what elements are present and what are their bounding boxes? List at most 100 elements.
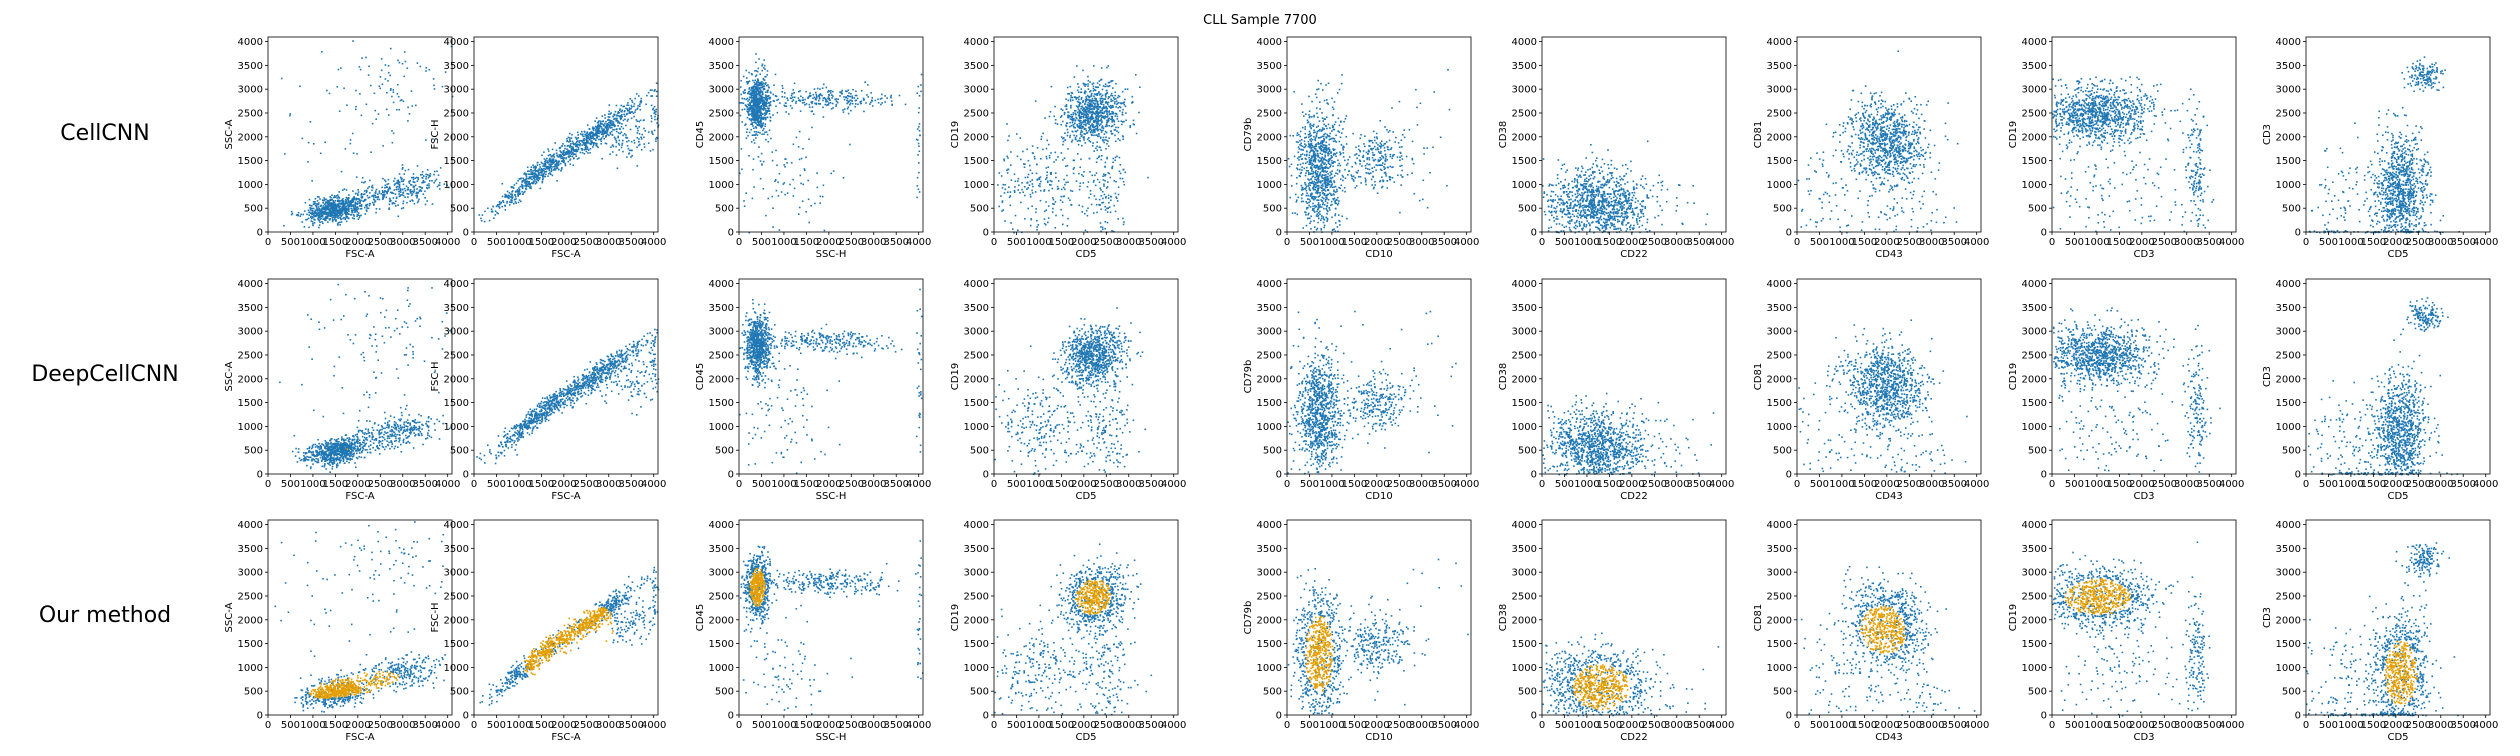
y-tick-label: 4000 <box>964 37 989 48</box>
cell-point <box>375 196 377 198</box>
cell-point <box>850 103 852 105</box>
cell-point <box>335 215 337 217</box>
cell-point <box>1039 177 1041 179</box>
cell-point <box>529 176 531 178</box>
cell-point <box>1122 112 1124 114</box>
scatter-panel: 0050050010001000150015002000200025002500… <box>695 37 931 260</box>
cell-point <box>382 145 384 147</box>
cell-point <box>1295 194 1297 196</box>
cell-point <box>638 121 640 123</box>
cell-point <box>499 201 501 203</box>
cell-point <box>1086 117 1088 119</box>
cell-point <box>752 169 754 171</box>
cell-point <box>1084 85 1086 87</box>
cell-point <box>1070 107 1072 109</box>
cell-point <box>1100 189 1102 191</box>
cell-point <box>580 133 582 135</box>
cell-point <box>1100 149 1102 151</box>
cell-point <box>769 110 771 112</box>
cell-point <box>336 197 338 199</box>
cell-point <box>499 203 501 205</box>
cell-point <box>1122 91 1124 93</box>
cell-point <box>364 190 366 192</box>
cell-point <box>1103 184 1105 186</box>
cell-point <box>379 88 381 90</box>
cell-point <box>1035 212 1037 214</box>
cell-point <box>1026 149 1028 151</box>
cell-point <box>1017 156 1019 158</box>
cell-point <box>919 151 921 153</box>
cell-point <box>1079 140 1081 142</box>
row-label-cellcnn: CellCNN <box>60 121 149 146</box>
cell-point <box>1020 137 1022 139</box>
cell-point <box>777 112 779 114</box>
cell-point <box>635 109 637 111</box>
cell-point <box>584 134 586 136</box>
cell-point <box>1055 123 1057 125</box>
cell-point <box>313 215 315 217</box>
cell-point <box>366 209 368 211</box>
cell-point <box>573 158 575 160</box>
cell-point <box>318 220 320 222</box>
cell-point <box>637 105 639 107</box>
cell-point <box>370 151 372 153</box>
cell-point <box>1115 193 1117 195</box>
cell-point <box>1317 207 1319 209</box>
cell-point <box>761 153 763 155</box>
cell-point <box>1302 146 1304 148</box>
cell-point <box>749 108 751 110</box>
cell-point <box>574 143 576 145</box>
cell-point <box>1103 85 1105 87</box>
cell-point <box>1294 156 1296 158</box>
cell-point <box>756 105 758 107</box>
cell-point <box>1007 157 1009 159</box>
cell-point <box>1105 148 1107 150</box>
cell-point <box>636 119 638 121</box>
cell-point <box>1098 135 1100 137</box>
cell-point <box>761 83 763 85</box>
cell-point <box>337 194 339 196</box>
cell-point <box>389 186 391 188</box>
cell-point <box>1103 128 1105 130</box>
cell-point <box>1097 105 1099 107</box>
cell-point <box>407 187 409 189</box>
cell-point <box>1107 211 1109 213</box>
cell-point <box>1027 182 1029 184</box>
cell-point <box>856 100 858 102</box>
cell-point <box>1048 190 1050 192</box>
cell-point <box>1110 196 1112 198</box>
cell-point <box>1082 126 1084 128</box>
cell-point <box>1101 131 1103 133</box>
cell-point <box>764 115 766 117</box>
cell-point <box>367 188 369 190</box>
cell-point <box>849 144 851 146</box>
cell-point <box>1118 121 1120 123</box>
cell-point <box>518 187 520 189</box>
cell-point <box>320 205 322 207</box>
cell-point <box>1122 178 1124 180</box>
cell-point <box>627 119 629 121</box>
cell-point <box>918 145 920 147</box>
cell-point <box>1055 227 1057 229</box>
cell-point <box>616 140 618 142</box>
cell-point <box>522 180 524 182</box>
cell-point <box>782 85 784 87</box>
cell-point <box>338 205 340 207</box>
cell-point <box>318 206 320 208</box>
cell-point <box>315 212 317 214</box>
cell-point <box>533 178 535 180</box>
cell-point <box>759 102 761 104</box>
cell-point <box>1071 125 1073 127</box>
cell-point <box>311 208 313 210</box>
cell-point <box>1008 135 1010 137</box>
cell-point <box>1079 111 1081 113</box>
cell-point <box>347 208 349 210</box>
cell-point <box>411 199 413 201</box>
cell-point <box>389 200 391 202</box>
cell-point <box>434 171 436 173</box>
cell-point <box>397 84 399 86</box>
cell-point <box>1101 155 1103 157</box>
cell-point <box>564 163 566 165</box>
cell-point <box>388 207 390 209</box>
